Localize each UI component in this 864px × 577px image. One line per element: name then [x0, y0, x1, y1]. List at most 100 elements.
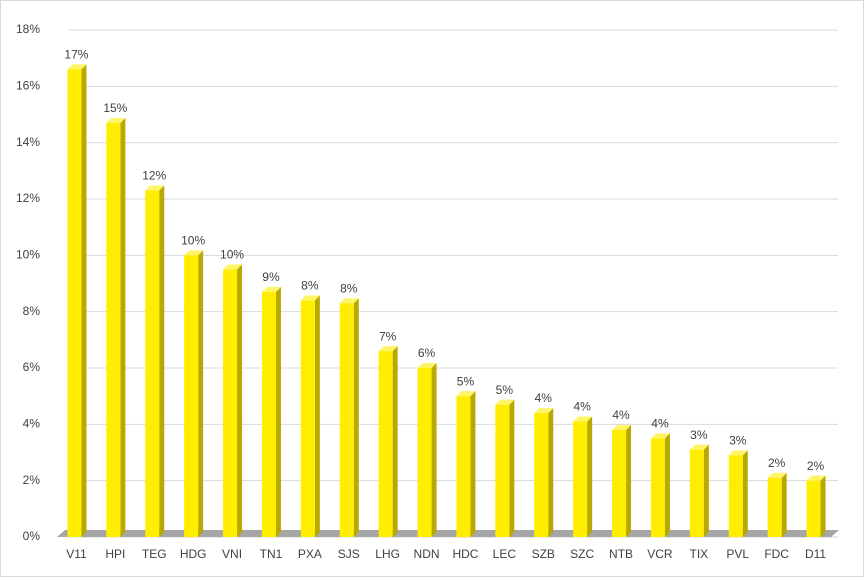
bar-side — [548, 408, 554, 537]
bar — [806, 480, 821, 537]
y-tick-label: 2% — [23, 473, 41, 487]
bar-top — [456, 391, 476, 397]
bar-top — [184, 250, 204, 256]
bar-top — [145, 185, 165, 191]
bar-top — [728, 450, 748, 456]
x-tick-label: HPI — [105, 547, 125, 561]
x-tick-label: FDC — [764, 547, 789, 561]
bar-top — [806, 475, 826, 481]
y-tick-label: 16% — [16, 79, 40, 93]
x-tick-label: SJS — [338, 547, 360, 561]
data-label: 4% — [573, 400, 591, 414]
x-tick-label: PXA — [298, 547, 322, 561]
bar-top — [261, 286, 281, 292]
data-label: 4% — [651, 417, 669, 431]
x-tick-label: LEC — [493, 547, 517, 561]
bar-side — [198, 250, 204, 538]
x-tick-label: TIX — [690, 547, 709, 561]
data-label: 9% — [262, 270, 280, 284]
x-tick-label: SZB — [532, 547, 555, 561]
bar — [378, 351, 393, 537]
data-label: 4% — [535, 391, 553, 405]
x-tick-label: NDN — [414, 547, 440, 561]
bar — [573, 421, 588, 537]
bar-side — [626, 424, 632, 537]
bar — [767, 477, 782, 537]
bar-top — [300, 295, 320, 301]
x-tick-label: HDG — [180, 547, 207, 561]
data-label: 5% — [496, 383, 514, 397]
bar — [495, 404, 510, 537]
bar-side — [81, 64, 87, 537]
x-tick-label: LHG — [375, 547, 400, 561]
bar-side — [703, 444, 709, 537]
bar-side — [275, 286, 281, 537]
bar-side — [509, 399, 515, 537]
y-tick-label: 18% — [16, 22, 40, 36]
bar-top — [106, 117, 126, 123]
bar — [650, 438, 665, 537]
data-label: 3% — [729, 433, 747, 447]
bar-top — [339, 298, 359, 304]
bar — [339, 303, 354, 537]
bar — [456, 396, 471, 537]
bar-top — [650, 433, 670, 439]
bar-side — [392, 346, 398, 537]
data-label: 12% — [142, 169, 166, 183]
bar-top — [612, 424, 632, 430]
bar — [106, 122, 121, 537]
bar-side — [353, 298, 359, 537]
bar-top — [534, 408, 554, 414]
bar — [417, 368, 432, 537]
data-label: 2% — [807, 459, 825, 473]
bar-top — [573, 416, 593, 422]
data-label: 15% — [103, 101, 127, 115]
bar-side — [237, 264, 243, 537]
x-tick-label: NTB — [609, 547, 633, 561]
bar — [67, 69, 82, 537]
bar-side — [159, 185, 165, 538]
bar-side — [431, 363, 437, 537]
bar-side — [120, 117, 126, 537]
bar-side — [587, 416, 593, 537]
bar-top — [223, 264, 243, 270]
bar-side — [820, 475, 826, 537]
bar-side — [664, 433, 670, 537]
x-tick-label: VNI — [222, 547, 242, 561]
data-label: 6% — [418, 346, 436, 360]
bar — [300, 300, 315, 537]
bar — [612, 429, 627, 537]
data-label: 8% — [340, 281, 358, 295]
data-label: 3% — [690, 428, 708, 442]
x-tick-label: PVL — [726, 547, 749, 561]
data-label: 4% — [612, 408, 630, 422]
bar-top — [67, 64, 87, 70]
bar-top — [417, 363, 437, 368]
data-label: 7% — [379, 329, 397, 343]
floor — [57, 530, 839, 537]
bar-side — [781, 472, 787, 537]
data-label: 8% — [301, 279, 319, 293]
bar-side — [470, 391, 476, 537]
x-tick-label: HDC — [452, 547, 478, 561]
data-label: 17% — [64, 48, 88, 62]
data-label: 10% — [181, 234, 205, 248]
y-tick-label: 14% — [16, 135, 40, 149]
x-tick-label: V11 — [66, 547, 87, 561]
data-label: 2% — [768, 456, 786, 470]
y-tick-label: 0% — [23, 529, 41, 543]
bar-top — [495, 399, 515, 405]
x-tick-label: SZC — [570, 547, 594, 561]
bar — [223, 269, 238, 537]
bar — [145, 190, 160, 538]
x-tick-label: D11 — [805, 547, 826, 561]
bar — [184, 255, 199, 538]
bar-side — [314, 295, 320, 537]
bar-top — [767, 472, 787, 478]
bar — [534, 413, 549, 537]
data-label: 10% — [220, 248, 244, 262]
y-tick-label: 12% — [16, 191, 40, 205]
data-label: 5% — [457, 374, 475, 388]
y-tick-label: 10% — [16, 248, 40, 262]
